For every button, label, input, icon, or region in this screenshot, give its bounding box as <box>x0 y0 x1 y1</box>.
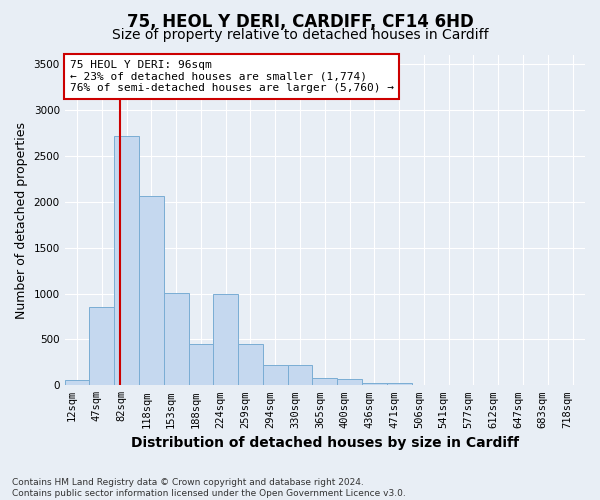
Bar <box>337 380 362 386</box>
Bar <box>188 344 214 386</box>
Bar <box>263 364 287 386</box>
Y-axis label: Number of detached properties: Number of detached properties <box>15 122 28 318</box>
Bar <box>114 136 139 386</box>
Text: Contains HM Land Registry data © Crown copyright and database right 2024.
Contai: Contains HM Land Registry data © Crown c… <box>12 478 406 498</box>
Text: 75 HEOL Y DERI: 96sqm
← 23% of detached houses are smaller (1,774)
76% of semi-d: 75 HEOL Y DERI: 96sqm ← 23% of detached … <box>70 60 394 93</box>
Bar <box>214 294 238 386</box>
Bar <box>362 382 387 386</box>
Bar <box>65 380 89 386</box>
Bar <box>387 383 412 386</box>
Bar <box>238 344 263 386</box>
Bar <box>164 292 188 386</box>
Bar <box>139 196 164 386</box>
Bar <box>287 364 313 386</box>
X-axis label: Distribution of detached houses by size in Cardiff: Distribution of detached houses by size … <box>131 436 519 450</box>
Bar <box>89 308 114 386</box>
Bar <box>313 378 337 386</box>
Text: 75, HEOL Y DERI, CARDIFF, CF14 6HD: 75, HEOL Y DERI, CARDIFF, CF14 6HD <box>127 12 473 30</box>
Text: Size of property relative to detached houses in Cardiff: Size of property relative to detached ho… <box>112 28 488 42</box>
